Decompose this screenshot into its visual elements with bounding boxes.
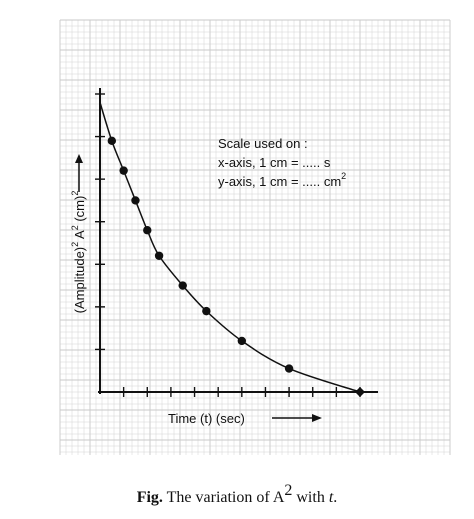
y-axis-label-group: (Amplitude)2 A2 (cm)2 xyxy=(70,191,87,314)
caption-sup: 2 xyxy=(284,482,292,499)
graph-paper-grid xyxy=(59,19,451,455)
y-axis-ticks xyxy=(95,93,105,351)
caption-var: t xyxy=(329,489,334,506)
data-point xyxy=(131,196,140,205)
figure-caption: Fig. The variation of A2 with t. xyxy=(137,482,338,506)
data-point xyxy=(143,226,152,235)
scale-note-y: y-axis, 1 cm = ..... cm2 xyxy=(218,171,346,189)
y-axis-label: (Amplitude)2 A2 (cm)2 xyxy=(70,191,87,314)
data-point xyxy=(237,336,247,346)
scale-note-y-text: y-axis, 1 cm = ..... cm xyxy=(218,174,341,189)
scale-note-x: x-axis, 1 cm = ..... s xyxy=(218,155,331,170)
scale-note-title: Scale used on : xyxy=(218,136,308,151)
data-point xyxy=(355,387,365,397)
data-points xyxy=(107,136,365,397)
caption-end: . xyxy=(333,489,337,506)
caption-suffix: with xyxy=(292,489,328,506)
data-point xyxy=(119,166,128,175)
data-point xyxy=(107,136,117,146)
caption-text: The variation of A xyxy=(163,489,285,506)
y-axis-arrow xyxy=(75,154,83,192)
data-point xyxy=(202,306,211,316)
caption-prefix: Fig. xyxy=(137,489,163,506)
data-point xyxy=(154,251,164,260)
x-axis-label: Time (t) (sec) xyxy=(168,411,245,426)
data-point xyxy=(284,364,294,373)
scale-note-y-sup: 2 xyxy=(341,171,346,181)
x-axis-arrow xyxy=(272,414,322,422)
data-point xyxy=(178,281,187,290)
